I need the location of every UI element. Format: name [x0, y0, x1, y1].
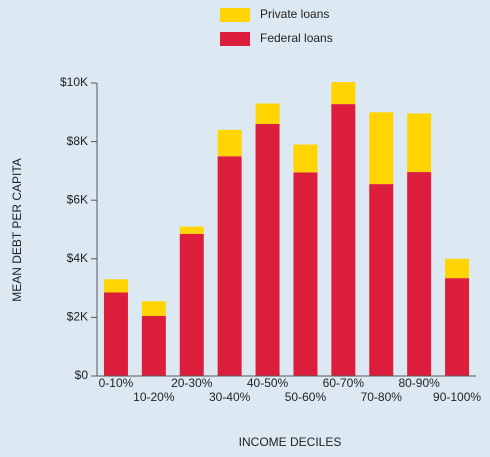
- y-axis-label: MEAN DEBT PER CAPITA: [10, 158, 24, 302]
- bar-segment: [217, 129, 242, 157]
- bar-segment: [217, 156, 242, 376]
- y-tick-label: $10K: [60, 75, 88, 89]
- bar-segment: [293, 172, 318, 376]
- bar-segment: [103, 279, 128, 293]
- x-tick-label: 0-10%: [99, 376, 134, 390]
- x-axis-label: INCOME DECILES: [239, 435, 342, 449]
- y-tick-label: $2K: [67, 310, 88, 324]
- bar-segment: [445, 278, 470, 376]
- bar-segment: [179, 233, 204, 376]
- x-tick-label: 60-70%: [323, 376, 365, 390]
- bar-segment: [445, 258, 470, 279]
- x-tick-label: 70-80%: [361, 390, 403, 404]
- legend-label: Federal loans: [260, 31, 333, 45]
- bar-segment: [255, 103, 280, 125]
- x-tick-label: 50-60%: [285, 390, 327, 404]
- bar-segment: [141, 301, 166, 316]
- x-tick-label: 30-40%: [209, 390, 251, 404]
- bar-segment: [331, 104, 356, 376]
- x-tick-label: 80-90%: [398, 376, 440, 390]
- x-tick-label: 10-20%: [133, 390, 175, 404]
- bar-segment: [141, 315, 166, 376]
- legend-label: Private loans: [260, 7, 329, 21]
- x-tick-label: 20-30%: [171, 376, 213, 390]
- bar-segment: [331, 82, 356, 105]
- y-tick-label: $6K: [67, 192, 88, 206]
- y-tick-label: $4K: [67, 251, 88, 265]
- bar-segment: [103, 292, 128, 376]
- bar-segment: [255, 124, 280, 377]
- bar-segment: [407, 113, 432, 173]
- bar-segment: [369, 184, 394, 376]
- bar-segment: [369, 112, 394, 185]
- legend-swatch: [220, 32, 250, 46]
- x-tick-label: 40-50%: [247, 376, 289, 390]
- bar-segment: [407, 172, 432, 376]
- x-tick-label: 90-100%: [433, 390, 481, 404]
- y-tick-label: $0: [75, 368, 89, 382]
- legend-swatch: [220, 8, 250, 22]
- y-tick-label: $8K: [67, 134, 88, 148]
- bar-segment: [179, 226, 204, 234]
- bar-segment: [293, 144, 318, 173]
